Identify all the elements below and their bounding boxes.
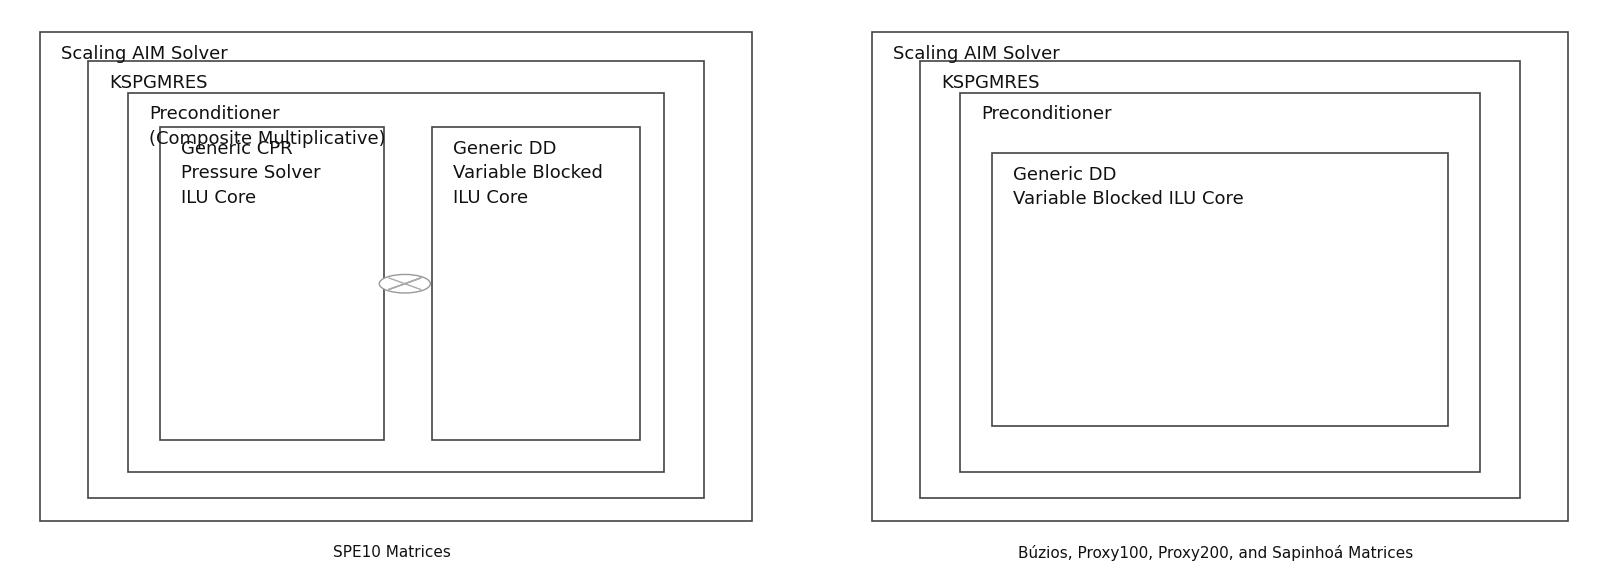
- Bar: [960, 93, 1480, 472]
- Text: Generic CPR
Pressure Solver
ILU Core: Generic CPR Pressure Solver ILU Core: [181, 140, 320, 207]
- Text: Generic DD
Variable Blocked
ILU Core: Generic DD Variable Blocked ILU Core: [453, 140, 603, 207]
- Bar: [88, 61, 704, 498]
- Text: Scaling AIM Solver: Scaling AIM Solver: [61, 45, 227, 63]
- Text: Búzios, Proxy100, Proxy200, and Sapinhoá Matrices: Búzios, Proxy100, Proxy200, and Sapinhoá…: [1018, 545, 1414, 561]
- Text: KSPGMRES: KSPGMRES: [941, 74, 1040, 91]
- Bar: [432, 127, 640, 440]
- Bar: [992, 153, 1448, 426]
- Bar: [872, 32, 1568, 521]
- Text: Generic DD
Variable Blocked ILU Core: Generic DD Variable Blocked ILU Core: [1013, 166, 1243, 208]
- Bar: [160, 127, 384, 440]
- Text: SPE10 Matrices: SPE10 Matrices: [333, 545, 451, 560]
- Text: KSPGMRES: KSPGMRES: [109, 74, 208, 91]
- Text: Preconditioner: Preconditioner: [981, 105, 1112, 123]
- Text: Preconditioner
(Composite Multiplicative): Preconditioner (Composite Multiplicative…: [149, 105, 386, 148]
- Circle shape: [379, 274, 430, 293]
- Bar: [40, 32, 752, 521]
- Text: Scaling AIM Solver: Scaling AIM Solver: [893, 45, 1059, 63]
- Bar: [128, 93, 664, 472]
- Bar: [920, 61, 1520, 498]
